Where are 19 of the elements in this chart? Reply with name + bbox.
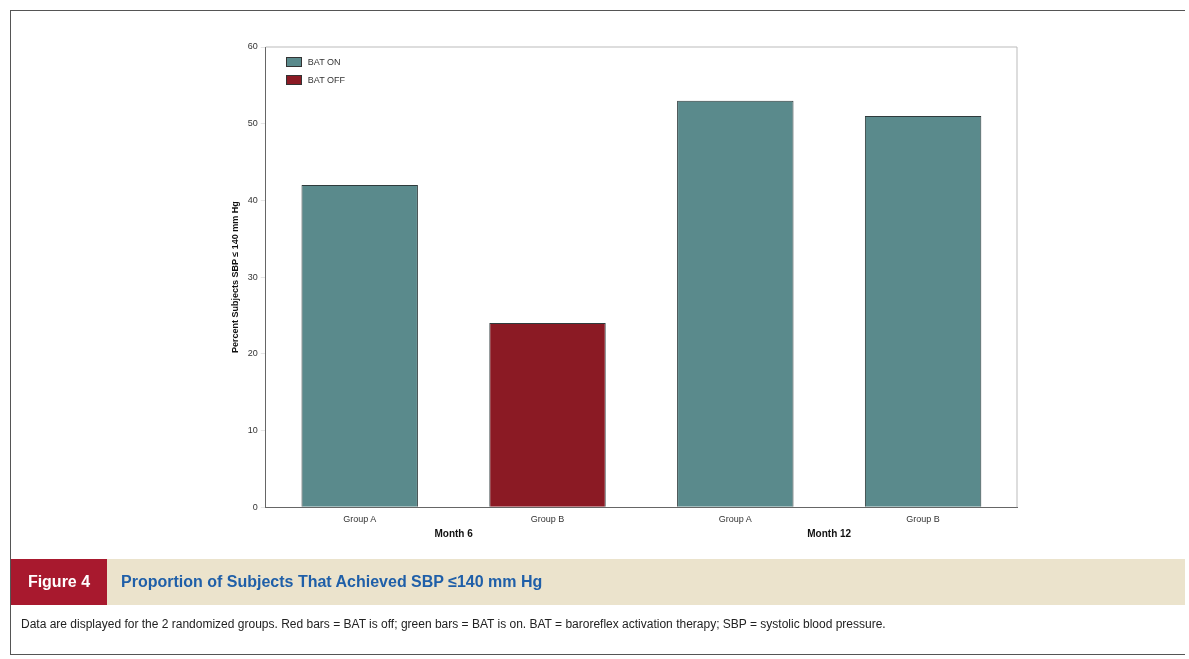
legend-label: BAT ON — [307, 56, 341, 69]
y-tick-label: 10 — [247, 424, 258, 435]
text: Month 12 — [807, 527, 852, 539]
text: Proportion of Subjects That Achieved SBP ≤140 mm Hg — [121, 573, 543, 591]
x-tick-label: Group A — [343, 514, 377, 525]
x-tick-label: Group B — [906, 514, 940, 525]
x-tick-label: Group B — [530, 514, 565, 525]
y-tick-label: 20 — [247, 348, 258, 359]
y-tick-label: 0 — [252, 501, 258, 512]
text: Month 6 — [434, 527, 474, 539]
y-tick-label: 60 — [247, 41, 258, 52]
y-axis-title: Percent Subjects SBP ≤ 140 mm Hg — [229, 201, 240, 354]
legend-label: BAT OFF — [307, 74, 345, 87]
y-tick-label: 40 — [247, 194, 258, 205]
y-tick-label: 30 — [247, 271, 258, 282]
caption: Figure 4 — [11, 559, 107, 605]
y-tick-label: 50 — [247, 118, 258, 129]
x-tick-label: Group A — [718, 514, 752, 525]
text: Data are displayed for the 2 randomized groups. Red bars = BAT is off; green bars = BAT is on. BAT = baroreflex activation therapy; SBP = systolic blood pressure. — [21, 617, 886, 631]
